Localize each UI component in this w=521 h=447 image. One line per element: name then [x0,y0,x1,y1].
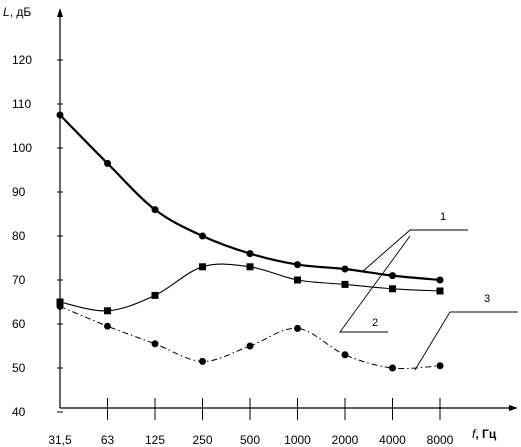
y-axis-label-var: L [3,5,10,19]
series-3-point [199,357,206,365]
series-3-point [56,302,64,310]
series-3-point [294,324,301,332]
callout-leader-3 [414,311,518,371]
y-tick-label: 60 [12,317,26,331]
y-tick-label: 80 [12,229,26,243]
series-2 [56,263,444,315]
y-axis-label: L, дБ [3,5,31,19]
series-2-point [294,276,301,284]
series-3-point [246,342,254,350]
x-tick-label: 125 [145,433,165,447]
series-1-point [104,159,111,167]
x-axis-label-var: f [472,427,477,441]
series-1-point [294,261,301,269]
x-axis-arrow [509,405,518,411]
x-tick-label: 500 [240,433,260,447]
x-axis-label-unit: , Гц [475,427,496,441]
x-tick-label: 31,5 [48,433,72,447]
callout-label-3: 3 [484,293,490,305]
callout-leader-1 [361,229,468,273]
series-1-point [436,276,444,284]
series-3-point [151,340,159,348]
x-tick-label: 8000 [427,433,454,447]
series-1-point [199,232,206,240]
x-tick-label: 2000 [332,433,359,447]
series-1-point [246,250,254,258]
x-axis-label: f, Гц [472,427,497,441]
x-tick-label: 1000 [284,433,311,447]
series-2-point [199,263,206,271]
series-1-point [389,272,396,280]
y-tick-label: 110 [12,97,31,111]
axes [57,8,518,411]
x-axis-ticks: 31,5 63 125 250 500 1000 2000 4000 8000 [48,398,454,447]
series-2-point [56,298,64,306]
y-axis-label-unit: , дБ [10,5,32,19]
series-2-point [104,307,111,315]
series-2-point [246,263,254,271]
callouts: 1 2 3 [339,211,518,371]
series-1-point [56,111,64,119]
series-3 [56,302,444,372]
y-axis-arrow [57,8,63,17]
x-tick-label: 63 [101,433,115,447]
y-tick-label: 40 [12,405,26,419]
series-1-point [151,206,159,214]
x-tick-label: 4000 [379,433,406,447]
series-2-point [389,285,396,293]
series-2-point [436,287,444,295]
callout-label-2: 2 [372,317,378,329]
series-group [56,111,444,372]
callout-label-1: 1 [440,211,446,223]
y-tick-label: 120 [12,53,32,67]
x-tick-label: 250 [192,433,212,447]
series-3-point [341,351,349,359]
series-3-line [59,305,441,369]
y-tick-label: 70 [12,273,26,287]
y-tick-label: 90 [12,185,26,199]
series-3-point [389,364,396,372]
series-2-point [341,280,349,288]
series-2-line [59,263,441,312]
series-2-point [151,291,159,299]
series-3-point [104,322,111,330]
series-1 [56,111,444,284]
callout-leader-2 [339,235,411,333]
series-3-point [436,362,444,370]
series-1-point [341,265,349,273]
y-axis-ticks: 120 110 100 90 80 70 60 50 40 [12,53,63,419]
y-tick-label: 100 [12,141,32,155]
y-tick-label: 50 [12,361,26,375]
